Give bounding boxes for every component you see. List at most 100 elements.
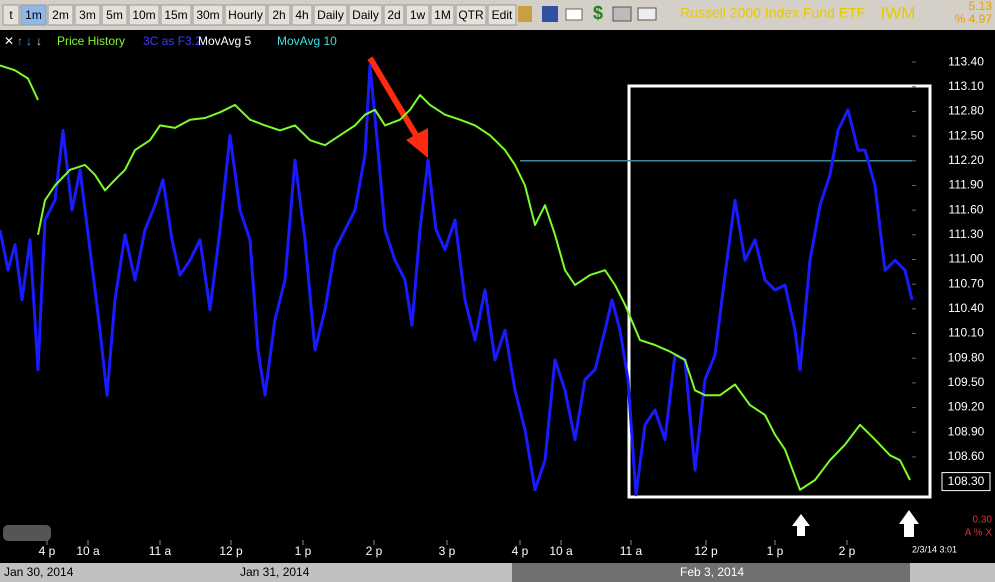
save-icon[interactable] [542, 6, 558, 22]
toolbar-button-label[interactable]: t [9, 8, 13, 22]
date-bar-current [512, 563, 910, 582]
series-line [0, 63, 914, 497]
toolbar-button[interactable] [101, 4, 128, 26]
change-pct: % 4.97 [955, 12, 993, 26]
toolbar-button-label[interactable]: 15m [164, 8, 187, 22]
x-tick-label: 2 p [839, 544, 856, 558]
x-tick-label: 2 p [366, 544, 383, 558]
toolbar-button[interactable] [192, 4, 224, 26]
mail-icon[interactable] [565, 8, 583, 21]
arrow-head [406, 128, 428, 158]
toolbar-button[interactable] [267, 4, 291, 26]
date-label: Jan 31, 2014 [240, 565, 310, 579]
x-tick-label: 4 p [39, 544, 56, 558]
x-tick-label: 11 a [620, 544, 643, 558]
legend-entry: MovAvg 10 [277, 34, 337, 48]
y-tick-label: 109.80 [948, 350, 985, 364]
dollar-icon[interactable]: $ [593, 3, 603, 23]
y-tick-label: 111.00 [949, 252, 984, 266]
toolbar-button-label[interactable]: Hourly [228, 8, 263, 22]
x-tick-label: 10 a [549, 544, 573, 558]
y-tick-label: 112.20 [948, 153, 984, 167]
toolbar-button[interactable] [128, 4, 160, 26]
toolbar-button[interactable] [455, 4, 487, 26]
down-icon[interactable]: ↓ [36, 34, 42, 48]
y-tick-label: 108.90 [948, 424, 985, 438]
symbol: IWM [881, 3, 916, 22]
y-tick-label: 112.50 [948, 128, 984, 142]
legend-entry: 3C as F3.2 [143, 34, 202, 48]
toolbar-button-label[interactable]: QTR [458, 8, 484, 22]
last-price-label: 108.30 [948, 474, 985, 488]
x-tick-label: 3 p [439, 544, 456, 558]
print-icon[interactable] [612, 6, 632, 22]
x-tick-label: 11 a [149, 544, 172, 558]
y-tick-label: 110.10 [948, 326, 984, 340]
toolbar-button-label[interactable]: 2h [272, 8, 285, 22]
toolbar-button[interactable] [430, 4, 455, 26]
toolbar-button[interactable] [405, 4, 430, 26]
toolbar-button-label[interactable]: 4h [295, 8, 308, 22]
scroll-handle[interactable] [3, 525, 51, 541]
toolbar-button-label[interactable]: 5m [106, 8, 123, 22]
x-tick-label: 1 p [295, 544, 312, 558]
toolbar-button-label[interactable]: Daily [317, 8, 344, 22]
timestamp: 2/3/14 3:01 [912, 544, 957, 554]
up-icon[interactable]: ↑ [17, 34, 23, 48]
y-tick-label: 109.20 [948, 400, 985, 414]
toolbar-button[interactable] [291, 4, 313, 26]
x-tick-label: 12 p [694, 544, 718, 558]
arrow-shaft [367, 56, 423, 144]
toolbar-button[interactable] [2, 4, 20, 26]
legend-icons: ✕ ↑ ↓ ↓ [4, 34, 42, 48]
toolbar-button[interactable] [74, 4, 101, 26]
toolbar-button[interactable] [487, 4, 517, 26]
y-tick-label: 113.10 [948, 79, 984, 93]
instrument-title: Russell 2000 Index Fund ETF [680, 5, 865, 21]
x-tick-label: 10 a [76, 544, 100, 558]
y-tick-label: 110.70 [948, 276, 984, 290]
red-arrow [367, 56, 428, 158]
toolbar-icons: $ [518, 3, 657, 23]
toolbar-button[interactable] [313, 4, 348, 26]
toolbar-button[interactable] [224, 4, 267, 26]
toolbar-button-label[interactable]: 3m [79, 8, 96, 22]
toolbar-button-label[interactable]: 1M [434, 8, 451, 22]
toolbar-button[interactable] [160, 4, 192, 26]
scale-controls[interactable]: A % X [965, 528, 993, 539]
toolbar-button-label[interactable]: Edit [492, 8, 513, 22]
toolbar-button-label[interactable]: 10m [132, 8, 155, 22]
x-tick-label: 4 p [512, 544, 529, 558]
series-line [0, 64, 911, 491]
toolbar-button-label[interactable]: Daily [352, 8, 379, 22]
toolbar-button-label[interactable]: 1w [410, 8, 426, 22]
toolbar-button-label[interactable]: 2d [387, 8, 400, 22]
toolbar-button[interactable] [383, 4, 405, 26]
x-tick-label: 1 p [767, 544, 784, 558]
close-icon[interactable]: ✕ [4, 34, 14, 48]
date-label: Feb 3, 2014 [680, 565, 744, 579]
toolbar-button-label[interactable]: 1m [25, 8, 42, 22]
highlight-box [627, 84, 932, 499]
toolbar-button-label[interactable]: 2m [52, 8, 69, 22]
y-tick-label: 112.80 [948, 104, 984, 118]
toolbar-button[interactable] [348, 4, 383, 26]
card-icon[interactable] [637, 7, 657, 21]
y-tick-label: 113.40 [948, 54, 984, 68]
toolbar-button[interactable] [20, 4, 47, 26]
y-tick-label: 110.40 [948, 301, 984, 315]
toolbar-button[interactable] [47, 4, 74, 26]
legend-entry: Price History [57, 34, 125, 48]
up-arrow [792, 514, 810, 536]
scale-label: 0.30 [973, 515, 993, 526]
up-arrow [899, 510, 919, 537]
y-tick-label: 111.90 [949, 178, 984, 192]
down-icon[interactable]: ↓ [26, 34, 32, 48]
lock-icon[interactable] [518, 6, 532, 22]
legend-entry: MovAvg 5 [198, 34, 251, 48]
toolbar-button-label[interactable]: 30m [196, 8, 219, 22]
last-price-box [941, 472, 991, 492]
